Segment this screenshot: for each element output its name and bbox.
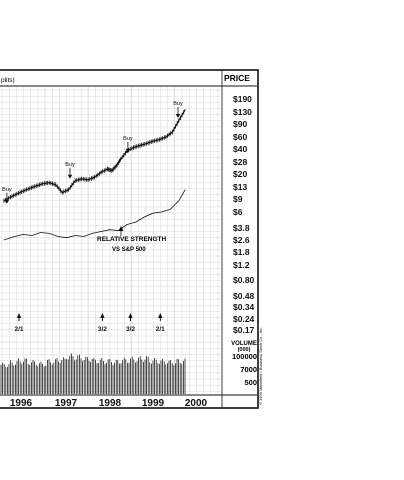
price-tick-label: $1.2: [233, 260, 250, 270]
buy-arrow-head: [4, 199, 10, 204]
buy-arrow-head: [125, 148, 131, 153]
price-tick-label: $2.6: [233, 235, 250, 245]
split-arrow-head: [16, 313, 22, 318]
price-tick-label: $9: [233, 194, 243, 204]
year-tick-label: 2000: [185, 398, 208, 409]
buy-annotations: Buy Buy Buy Buy: [2, 101, 183, 204]
price-title: PRICE: [224, 73, 250, 83]
price-tick-label: $1.8: [233, 247, 250, 257]
price-tick-label: $90: [233, 119, 247, 129]
buy-label: Buy: [65, 162, 75, 168]
price-tick-label: $13: [233, 182, 247, 192]
price-tick-label: $6: [233, 207, 243, 217]
price-tick-label: $0.34: [233, 302, 255, 312]
price-tick-label: $0.48: [233, 291, 255, 301]
price-tick-label: $40: [233, 144, 247, 154]
split-arrow-head: [100, 313, 105, 318]
price-tick-label: $0.80: [233, 275, 255, 285]
rs-label-line1: RELATIVE STRENGTH: [97, 236, 167, 243]
price-tick-label: $28: [233, 157, 247, 167]
copyright-text: © 1999 Mansfield • Business Stock Co., I…: [258, 327, 263, 405]
year-axis: 1996 1997 1998 1999 2000: [10, 398, 208, 409]
volume-tick-label: 500: [244, 378, 257, 387]
split-arrow-head: [128, 313, 133, 318]
volume-label: VOLUME: [231, 341, 257, 347]
year-tick-label: 1998: [99, 398, 122, 409]
price-tick-label: $20: [233, 169, 247, 179]
split-label: 3/2: [126, 326, 135, 333]
year-tick-label: 1996: [10, 398, 33, 409]
volume-unit-label: (000): [238, 347, 251, 353]
year-tick-label: 1997: [55, 398, 78, 409]
volume-tick-label: 7000: [240, 365, 257, 374]
buy-label: Buy: [173, 101, 183, 107]
price-layer: [3, 109, 186, 203]
split-label: 2/1: [14, 326, 23, 333]
price-tick-label: $190: [233, 94, 252, 104]
split-label: 3/2: [98, 326, 107, 333]
price-tick-label: $130: [233, 107, 252, 117]
split-markers: 2/1 3/2 3/2 2/1: [14, 313, 165, 333]
price-tick-label: $3.8: [233, 223, 250, 233]
rs-label-arrow: [118, 226, 124, 231]
buy-label: Buy: [2, 187, 12, 193]
relative-strength-line: [3, 189, 186, 241]
year-tick-label: 1999: [142, 398, 165, 409]
price-tick-label: $60: [233, 132, 247, 142]
relative-strength-layer: [3, 189, 186, 241]
split-label: 2/1: [156, 326, 165, 333]
buy-arrow-head: [175, 114, 181, 118]
price-tick-label: $0.24: [233, 314, 255, 324]
buy-arrow-head: [67, 174, 73, 179]
price-axis: $190 $130 $90 $60 $40 $28 $20 $13 $9 $6 $3.8 $2.6 $1…: [233, 94, 255, 335]
chart-frame: [0, 69, 259, 409]
price-tick-label: $0.17: [233, 325, 255, 335]
buy-label: Buy: [123, 136, 133, 142]
volume-bars: [0, 353, 186, 394]
chart-subtitle-fragment: plits): [1, 77, 15, 84]
volume-axis: 100000 7000 500: [232, 352, 257, 387]
rs-label-line2: VS S&P 500: [112, 247, 146, 253]
split-arrow-head: [158, 313, 163, 318]
volume-tick-label: 100000: [232, 352, 257, 361]
chart-grid: [0, 87, 221, 394]
